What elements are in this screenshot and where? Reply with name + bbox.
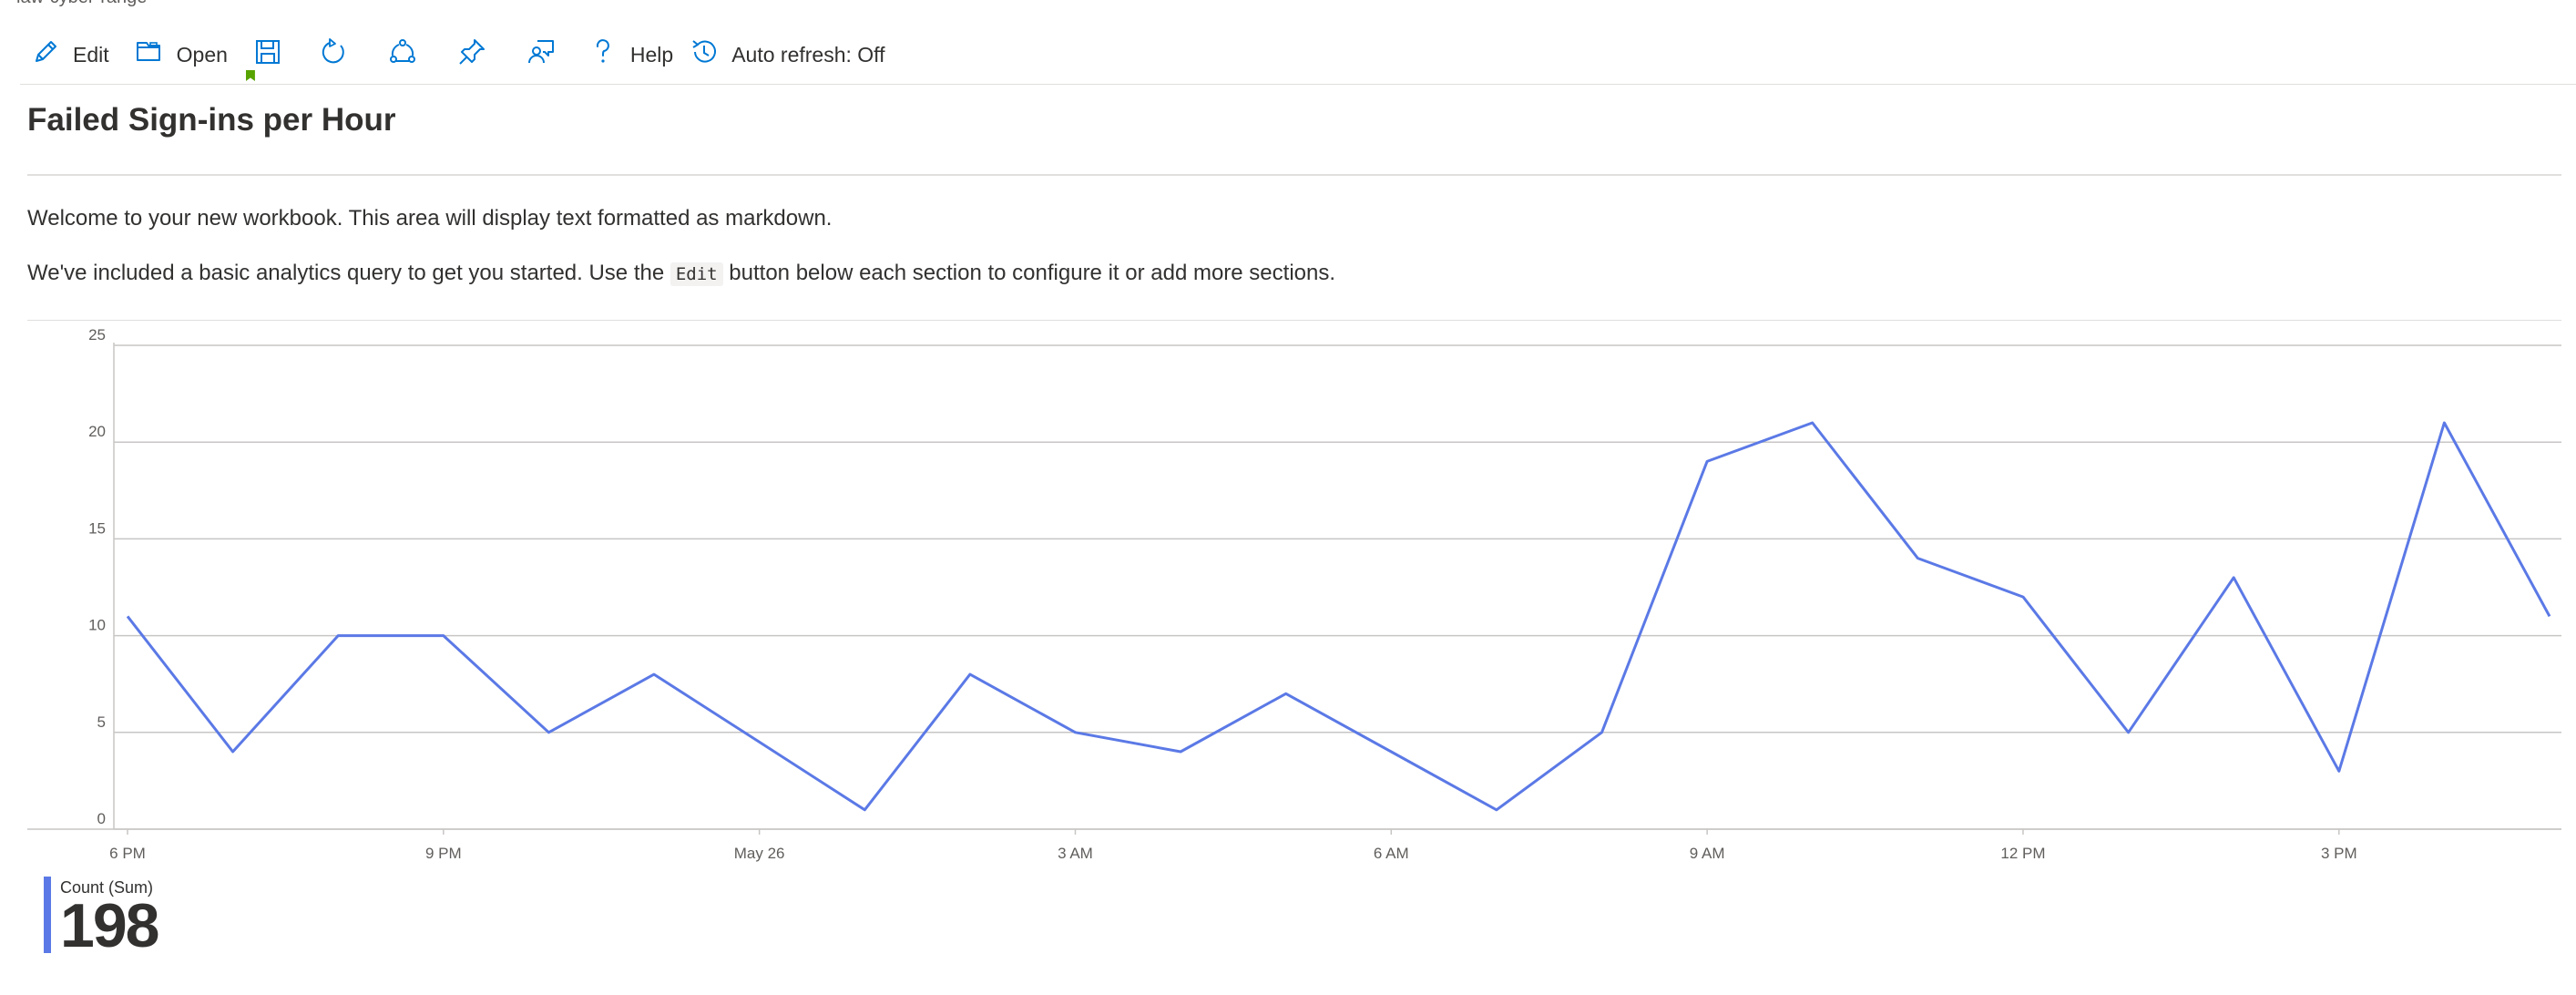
pin-button[interactable] xyxy=(437,31,506,78)
x-tick-label: 9 PM xyxy=(425,845,462,862)
x-tick-label: 6 PM xyxy=(109,845,146,862)
modified-badge-icon xyxy=(245,70,255,81)
toolbar-divider xyxy=(20,84,2576,85)
open-button[interactable]: Open xyxy=(122,31,240,78)
pencil-icon xyxy=(31,37,60,72)
folder-open-icon xyxy=(135,37,164,72)
title-divider xyxy=(27,174,2561,176)
y-tick-label: 0 xyxy=(97,810,106,827)
instructions-text-after: button below each section to configure i… xyxy=(729,261,1336,285)
instructions-paragraph: We've included a basic analytics query t… xyxy=(27,261,1335,286)
refresh-button[interactable] xyxy=(299,31,368,78)
x-tick-label: 3 AM xyxy=(1058,845,1093,862)
feedback-button[interactable] xyxy=(506,31,576,78)
share-button[interactable] xyxy=(368,31,437,78)
y-tick-label: 25 xyxy=(88,326,106,344)
y-tick-label: 15 xyxy=(88,519,106,537)
question-mark-icon xyxy=(588,37,618,72)
section-title: Failed Sign-ins per Hour xyxy=(27,102,396,138)
metric-value: 198 xyxy=(60,891,159,960)
instructions-text-before: We've included a basic analytics query t… xyxy=(27,261,665,285)
help-button[interactable]: Help xyxy=(576,31,686,78)
auto-refresh-button[interactable]: Auto refresh: Off xyxy=(686,31,897,78)
x-tick-label: 3 PM xyxy=(2321,845,2357,862)
refresh-icon xyxy=(319,37,348,72)
edit-button[interactable]: Edit xyxy=(18,31,122,78)
history-clock-icon xyxy=(690,37,719,72)
share-icon xyxy=(388,37,417,72)
save-icon xyxy=(245,37,282,81)
y-tick-label: 10 xyxy=(88,617,106,634)
x-tick-label: 6 AM xyxy=(1374,845,1409,862)
metric-label: Count (Sum) xyxy=(60,878,154,897)
metric-series-color-bar xyxy=(44,877,51,953)
edit-label: Edit xyxy=(73,42,109,67)
x-tick-label: 12 PM xyxy=(2000,845,2045,862)
failed-signins-line-chart: 0 5 10 15 20 25 6 PM 9 PM May 26 3 AM 6 AM 9 AM 12 P… xyxy=(27,326,2561,862)
edit-code-snippet: Edit xyxy=(670,262,723,286)
series-line xyxy=(126,421,2551,812)
metric-summary: Count (Sum) 198 xyxy=(44,877,159,960)
y-tick-label: 20 xyxy=(88,423,106,440)
pin-icon xyxy=(457,37,486,72)
breadcrumb[interactable]: law-cyber-range xyxy=(16,0,147,8)
workbook-toolbar: Edit Open Help xyxy=(18,31,898,81)
help-label: Help xyxy=(629,42,674,67)
y-tick-label: 5 xyxy=(97,713,106,731)
chart-divider xyxy=(27,320,2561,321)
open-label: Open xyxy=(176,42,228,67)
save-button[interactable] xyxy=(240,31,299,81)
feedback-icon xyxy=(526,37,556,72)
x-tick-label: 9 AM xyxy=(1690,845,1725,862)
x-tick-label: May 26 xyxy=(734,845,785,862)
auto-refresh-label: Auto refresh: Off xyxy=(731,42,885,67)
intro-paragraph: Welcome to your new workbook. This area … xyxy=(27,206,833,231)
